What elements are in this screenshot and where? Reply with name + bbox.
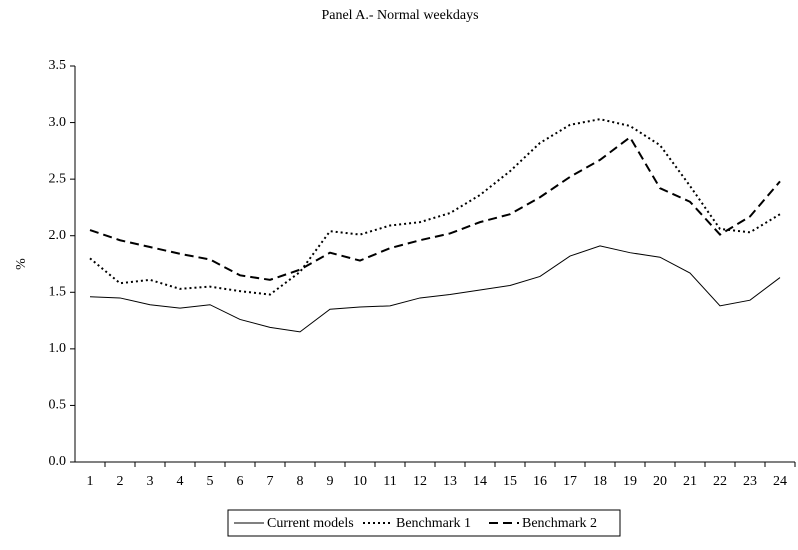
x-tick-label: 3	[147, 474, 154, 489]
x-tick-label: 4	[177, 474, 184, 489]
x-tick-label: 24	[773, 474, 787, 489]
x-tick-label: 17	[563, 474, 577, 489]
x-tick-label: 21	[683, 474, 697, 489]
x-tick-label: 6	[237, 474, 244, 489]
legend-label: Benchmark 1	[396, 516, 471, 531]
y-axis-label: %	[14, 258, 29, 270]
x-tick-label: 23	[743, 474, 757, 489]
y-tick-label: 3.5	[49, 58, 67, 73]
y-tick-label: 2.5	[49, 171, 67, 186]
legend-label: Benchmark 2	[522, 516, 597, 531]
x-tick-label: 12	[413, 474, 427, 489]
legend-box	[227, 509, 621, 537]
y-tick-label: 0.5	[49, 398, 67, 413]
x-tick-label: 20	[653, 474, 667, 489]
x-tick-label: 13	[443, 474, 457, 489]
x-tick-label: 16	[533, 474, 547, 489]
x-tick-label: 9	[327, 474, 334, 489]
x-tick-label: 18	[593, 474, 607, 489]
x-tick-label: 5	[207, 474, 214, 489]
x-tick-label: 1	[87, 474, 94, 489]
y-tick-label: 1.0	[49, 341, 67, 356]
legend-label: Current models	[267, 516, 354, 531]
x-tick-label: 2	[117, 474, 124, 489]
x-tick-label: 11	[383, 474, 396, 489]
y-tick-label: 1.5	[49, 285, 67, 300]
x-tick-label: 15	[503, 474, 517, 489]
series-line	[89, 118, 781, 296]
y-tick-label: 3.0	[49, 115, 67, 130]
y-tick-label: 0.0	[49, 454, 67, 469]
series-line	[89, 135, 781, 281]
chart-title: Panel A.- Normal weekdays	[321, 8, 478, 23]
y-tick-label: 2.0	[49, 228, 67, 243]
x-tick-label: 19	[623, 474, 637, 489]
x-tick-label: 8	[297, 474, 304, 489]
x-tick-label: 22	[713, 474, 727, 489]
x-tick-label: 10	[353, 474, 367, 489]
x-tick-label: 7	[267, 474, 274, 489]
series-line	[89, 245, 781, 333]
x-tick-label: 14	[473, 474, 487, 489]
